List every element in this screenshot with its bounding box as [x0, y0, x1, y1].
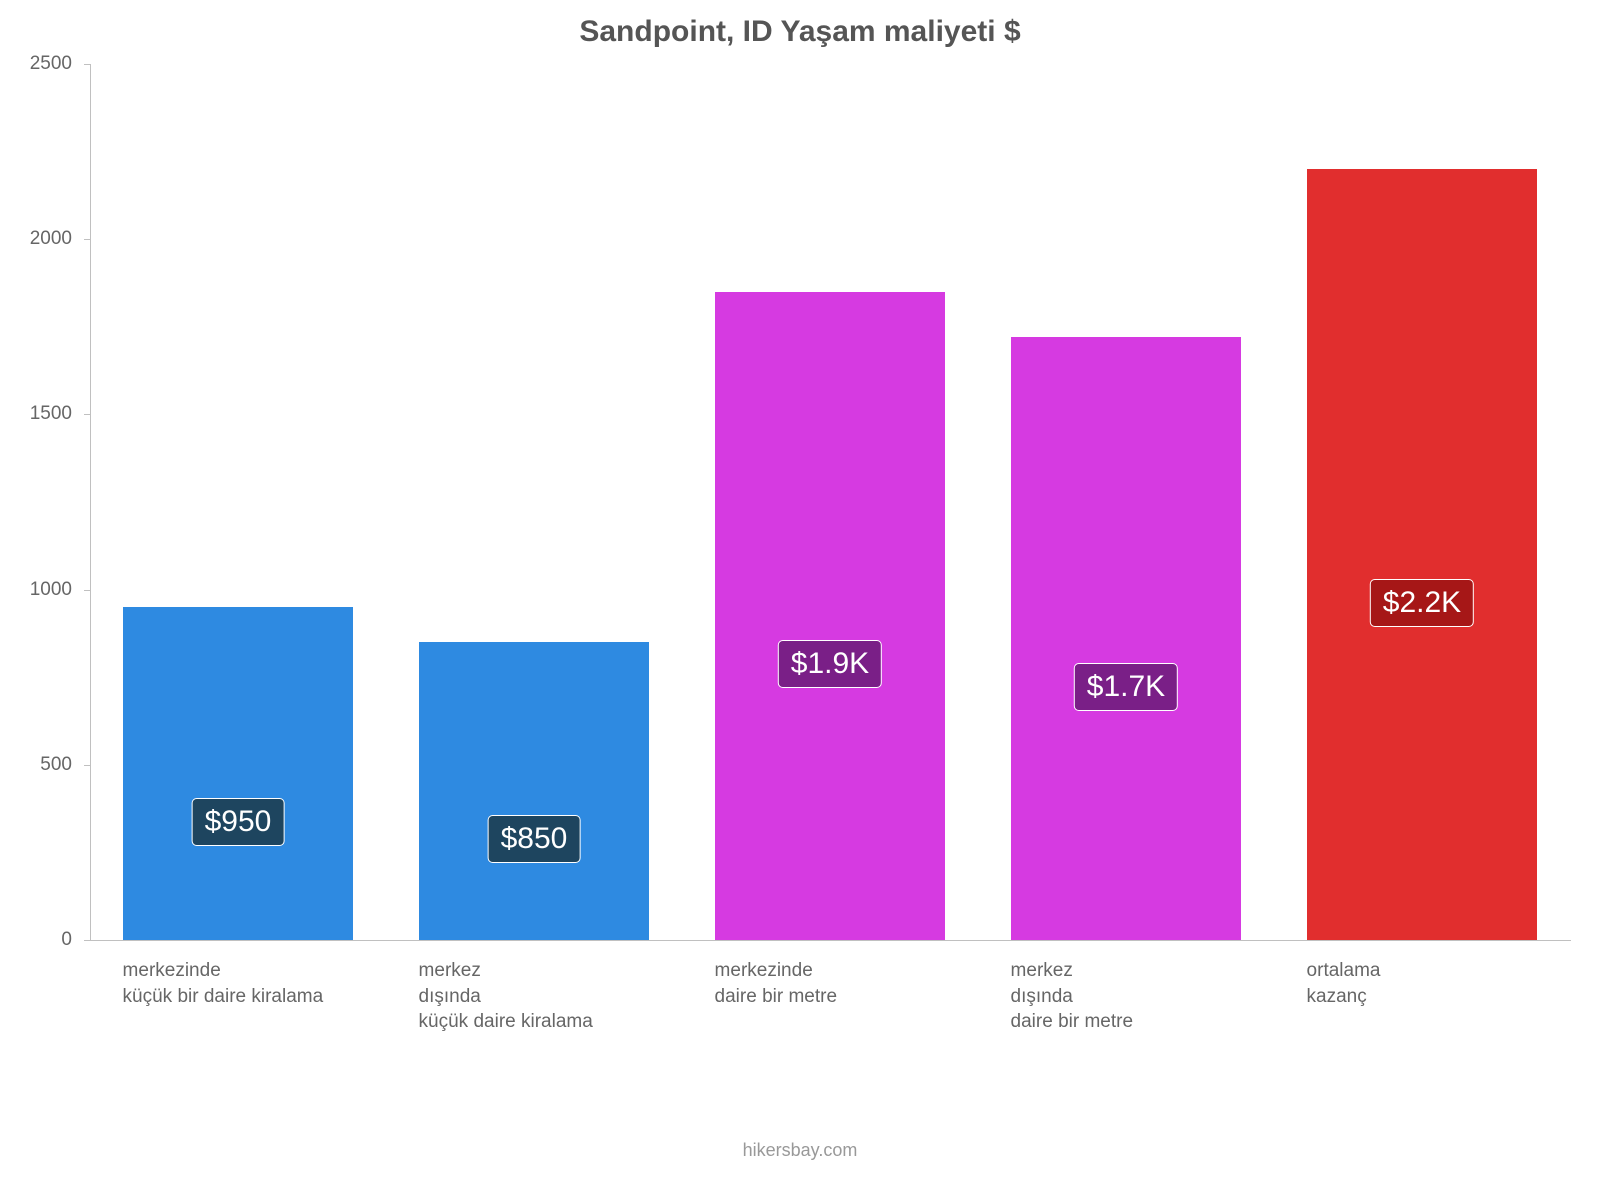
y-tick-mark — [84, 414, 90, 415]
bar — [715, 292, 946, 940]
y-tick-label: 1000 — [0, 579, 72, 601]
y-tick-mark — [84, 64, 90, 65]
chart-title: Sandpoint, ID Yaşam maliyeti $ — [0, 15, 1600, 49]
y-tick-label: 500 — [0, 754, 72, 776]
x-tick-label: merkezdışındaküçük daire kiralama — [419, 958, 690, 1035]
x-tick-label: merkezindedaire bir metre — [715, 958, 986, 1009]
bar-value-label: $1.9K — [778, 640, 882, 688]
bar — [1011, 337, 1242, 940]
y-tick-label: 1500 — [0, 403, 72, 425]
y-tick-mark — [84, 765, 90, 766]
bar — [123, 607, 354, 940]
bar-value-label: $1.7K — [1074, 663, 1178, 711]
y-tick-label: 2000 — [0, 228, 72, 250]
x-tick-label: merkezdışındadaire bir metre — [1011, 958, 1282, 1035]
y-tick-mark — [84, 940, 90, 941]
y-tick-label: 0 — [0, 929, 72, 951]
bar-value-label: $950 — [192, 798, 285, 846]
attribution-text: hikersbay.com — [0, 1140, 1600, 1161]
y-tick-mark — [84, 590, 90, 591]
x-tick-label: merkezindeküçük bir daire kiralama — [123, 958, 394, 1009]
bar-value-label: $2.2K — [1370, 579, 1474, 627]
bar-value-label: $850 — [488, 815, 581, 863]
bar — [419, 642, 650, 940]
y-tick-label: 2500 — [0, 53, 72, 75]
cost-of-living-chart: Sandpoint, ID Yaşam maliyeti $ 0 500 1000 1… — [0, 0, 1600, 1200]
x-tick-label: ortalamakazanç — [1307, 958, 1578, 1009]
y-tick-mark — [84, 239, 90, 240]
bar — [1307, 169, 1538, 940]
